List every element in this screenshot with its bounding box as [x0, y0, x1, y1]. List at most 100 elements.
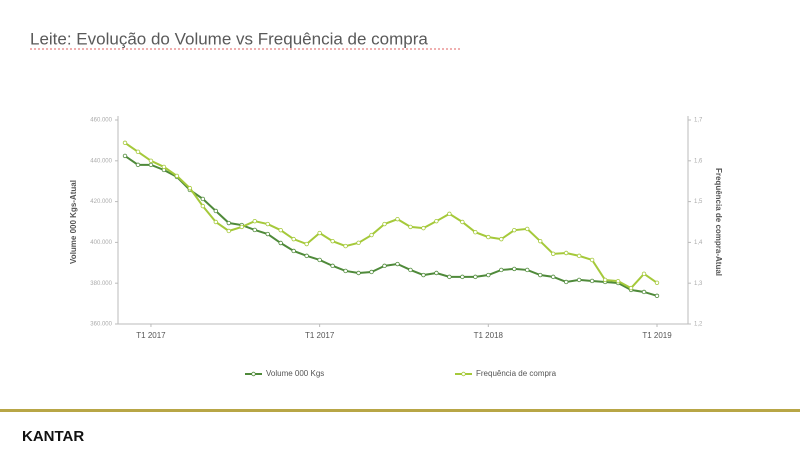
y-tick-label: 380.000 — [90, 281, 112, 287]
data-point — [550, 274, 556, 280]
data-point — [330, 238, 335, 244]
data-point — [641, 271, 647, 277]
data-point — [421, 225, 426, 231]
data-point — [512, 227, 517, 233]
x-tick-label: T1 2017 — [136, 331, 166, 340]
data-point — [563, 279, 569, 285]
footer-rule — [0, 409, 800, 412]
data-point — [434, 218, 439, 224]
data-point — [317, 230, 322, 236]
data-point — [473, 229, 478, 235]
data-point — [187, 185, 193, 191]
data-point — [395, 261, 400, 267]
data-point — [369, 232, 374, 238]
data-point — [135, 162, 141, 168]
data-point — [576, 253, 582, 259]
data-point — [343, 268, 348, 274]
data-point — [239, 224, 244, 230]
x-tick-label: T1 2017 — [305, 331, 335, 340]
data-point — [512, 266, 517, 272]
data-point — [291, 236, 296, 242]
data-point — [356, 270, 361, 276]
data-point — [369, 269, 374, 275]
data-point — [408, 267, 413, 273]
data-point — [408, 224, 413, 230]
data-point — [213, 208, 219, 214]
y2-axis-title: Frequência de compra-Atual — [714, 168, 723, 276]
data-point — [473, 274, 478, 280]
data-point — [148, 158, 154, 163]
data-point — [278, 227, 283, 233]
data-point — [226, 220, 232, 226]
data-point — [460, 219, 465, 225]
data-point — [122, 140, 128, 146]
data-point — [576, 277, 582, 283]
y2-tick-label: 1,2 — [694, 322, 703, 328]
data-point — [434, 270, 439, 276]
data-point — [486, 272, 491, 278]
data-point — [226, 228, 232, 234]
data-point — [330, 263, 335, 269]
y2-tick-label: 1,7 — [694, 118, 703, 124]
data-point — [278, 240, 283, 246]
data-point — [447, 274, 452, 280]
data-point — [213, 219, 219, 225]
data-point — [304, 241, 309, 247]
data-point — [122, 153, 128, 159]
data-point — [628, 285, 634, 291]
data-point — [382, 221, 387, 227]
data-point — [252, 218, 257, 224]
data-point — [589, 278, 595, 284]
legend-marker — [251, 371, 256, 377]
y-tick-label: 400.000 — [90, 240, 112, 246]
data-point — [550, 251, 556, 257]
data-point — [174, 173, 180, 179]
data-point — [356, 240, 361, 246]
data-point — [343, 243, 348, 249]
data-point — [447, 211, 452, 217]
data-point — [499, 267, 504, 273]
y2-tick-label: 1,3 — [694, 281, 703, 287]
data-point — [615, 278, 621, 284]
data-point — [589, 257, 595, 263]
y-tick-label: 440.000 — [90, 158, 112, 164]
data-point — [304, 253, 309, 259]
data-point — [654, 293, 660, 299]
data-point — [200, 196, 206, 202]
y-tick-label: 360.000 — [90, 322, 112, 328]
y2-tick-label: 1,4 — [694, 240, 703, 246]
data-point — [654, 280, 660, 285]
data-point — [486, 234, 491, 240]
data-point — [602, 277, 608, 283]
data-point — [525, 226, 530, 232]
data-point — [563, 250, 569, 256]
x-tick-label: T1 2018 — [474, 331, 504, 340]
chart-title: Leite: Evolução do Volume vs Frequência … — [30, 29, 428, 48]
data-point — [641, 289, 647, 295]
data-point — [148, 162, 154, 168]
y2-tick-label: 1,5 — [694, 199, 703, 205]
data-point — [291, 248, 296, 254]
series-line — [124, 155, 658, 297]
y-tick-label: 460.000 — [90, 118, 112, 124]
data-point — [499, 236, 504, 242]
data-point — [525, 267, 530, 273]
data-point — [252, 227, 257, 233]
data-point — [538, 272, 543, 278]
data-point — [421, 272, 426, 278]
data-point — [317, 257, 322, 263]
brand-logo: KANTAR — [22, 428, 84, 445]
data-point — [538, 238, 543, 244]
y-tick-label: 420.000 — [90, 199, 112, 205]
data-point — [265, 221, 270, 227]
y2-tick-label: 1,6 — [694, 158, 703, 164]
data-point — [161, 164, 167, 170]
data-point — [395, 216, 400, 222]
data-point — [135, 149, 141, 155]
legend-marker — [461, 371, 466, 377]
data-point — [382, 263, 387, 269]
series-line — [124, 142, 658, 290]
legend-label: Volume 000 Kgs — [266, 369, 324, 378]
data-point — [265, 231, 270, 237]
